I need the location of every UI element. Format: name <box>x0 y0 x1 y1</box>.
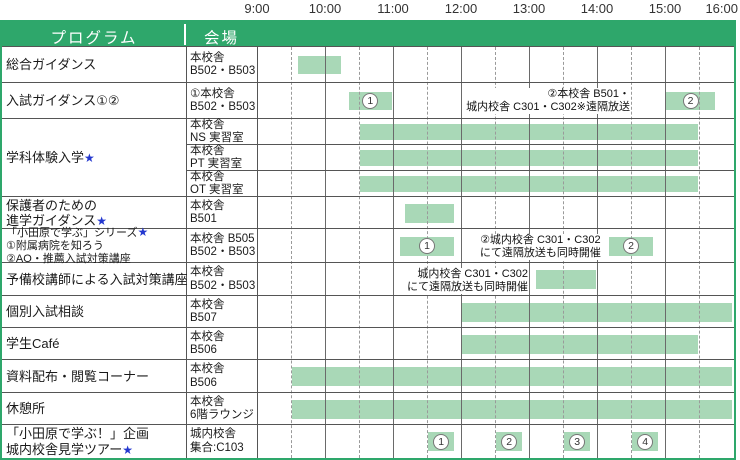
header-column-divider <box>184 24 186 45</box>
half-hour-gridline <box>699 47 700 458</box>
program-label-kyukeijo: 休憩所 <box>6 401 46 417</box>
time-axis-label: 9:00 <box>244 1 270 16</box>
row-border <box>2 424 734 425</box>
venue-label-odawara-series: 本校舎 B505 B502・B503 <box>190 232 256 258</box>
row-border <box>2 392 734 393</box>
star-icon: ★ <box>137 225 149 240</box>
program-label-taiken-ns: 学科体験入学★ <box>6 150 95 166</box>
row-border <box>2 327 734 328</box>
row-border <box>2 359 734 360</box>
session-number-badge: 2 <box>682 93 699 109</box>
venue-label-kengaku-tour: 城内校舎 集合:C103 <box>190 428 244 454</box>
time-axis-label: 10:00 <box>308 1 342 16</box>
venue-column-header: 会場 <box>203 30 240 47</box>
program-label-odawara-series: 「小田原で学ぶ」シリーズ★ ①附属病院を知ろう ②AO・推薦入試対策講座 <box>6 225 149 265</box>
schedule-bar <box>292 367 732 386</box>
program-label-hogosha-guidance: 保護者のための 進学ガイダンス★ <box>6 197 107 228</box>
program-label-yobiko-koza: 予備校講師による入試対策講座 <box>6 271 188 287</box>
schedule-bar <box>297 56 341 74</box>
schedule-bar <box>462 334 698 354</box>
time-axis-label: 12:00 <box>444 1 478 16</box>
annotation: ②城内校舎 C301・C302 にて遠隔放送も同時開催 <box>478 234 602 260</box>
row-border <box>2 196 734 197</box>
time-axis-label: 13:00 <box>512 1 546 16</box>
row-border <box>2 262 734 263</box>
session-number-badge: 1 <box>419 238 435 254</box>
row-border <box>2 82 734 83</box>
program-label-nyushi-guidance: 入試ガイダンス①② <box>6 93 120 109</box>
session-number-badge: 1 <box>433 433 450 450</box>
row-border <box>186 170 734 171</box>
table-header <box>2 22 734 47</box>
time-axis-label: 15:00 <box>648 1 682 16</box>
star-icon: ★ <box>84 151 95 166</box>
row-border <box>2 118 734 119</box>
session-number-badge: 3 <box>569 433 586 450</box>
half-hour-gridline <box>291 47 292 458</box>
row-border <box>186 144 734 145</box>
venue-label-sogo-guidance: 本校舎 B502・B503 <box>190 51 256 77</box>
time-axis-label: 11:00 <box>377 1 409 16</box>
annotation: ②本校舎 B501・ 城内校舎 C301・C302※遠隔放送 <box>465 88 631 114</box>
venue-label-kyukeijo: 本校舎 6階ラウンジ <box>190 395 254 421</box>
session-number-badge: 4 <box>637 433 654 450</box>
row-border <box>2 295 734 296</box>
hour-gridline <box>393 47 394 458</box>
program-label-kengaku-tour: 「小田原で学ぶ！」企画 城内校舎見学ツアー★ <box>6 426 150 457</box>
program-label-shiryo-corner: 資料配布・閲覧コーナー <box>6 368 150 384</box>
session-number-badge: 2 <box>501 433 518 450</box>
hour-gridline <box>325 47 326 458</box>
row-border <box>2 46 734 47</box>
time-axis-label: 16:00 <box>705 1 738 16</box>
program-column-header: プログラム <box>50 30 138 47</box>
venue-label-taiken-ns: 本校舎 NS 実習室 <box>190 118 244 144</box>
schedule-bar <box>292 399 732 419</box>
program-label-gakusei-cafe: 学生Café <box>6 336 60 352</box>
star-icon: ★ <box>122 442 133 457</box>
time-axis-label: 14:00 <box>580 1 614 16</box>
venue-label-kobetsu-sodan: 本校舎 B507 <box>190 298 225 324</box>
venue-label-yobiko-koza: 本校舎 B502・B503 <box>190 266 256 292</box>
venue-label-taiken-ot: 本校舎 OT 実習室 <box>190 170 244 196</box>
session-number-badge: 1 <box>362 93 379 109</box>
program-label-sogo-guidance: 総合ガイダンス <box>6 57 97 73</box>
hour-gridline <box>461 47 462 458</box>
star-icon: ★ <box>96 214 107 228</box>
program-venue-divider <box>186 47 187 458</box>
half-hour-gridline <box>359 47 360 458</box>
venue-label-shiryo-corner: 本校舎 B506 <box>190 363 225 389</box>
venue-label-nyushi-guidance: ①本校舎 B502・B503 <box>190 87 256 113</box>
program-label-kobetsu-sodan: 個別入試相談 <box>6 304 85 320</box>
row-border <box>2 228 734 229</box>
venue-label-hogosha-guidance: 本校舎 B501 <box>190 199 225 225</box>
annotation: 城内校舎 C301・C302 にて遠隔放送も同時開催 <box>406 268 529 294</box>
venue-label-gakusei-cafe: 本校舎 B506 <box>190 330 225 356</box>
venue-label-taiken-pt: 本校舎 PT 実習室 <box>190 144 243 170</box>
venue-timeline-divider <box>257 47 258 458</box>
schedule-bar <box>405 203 455 223</box>
schedule-bar <box>535 270 596 289</box>
hour-gridline <box>665 47 666 458</box>
session-number-badge: 2 <box>623 238 639 254</box>
